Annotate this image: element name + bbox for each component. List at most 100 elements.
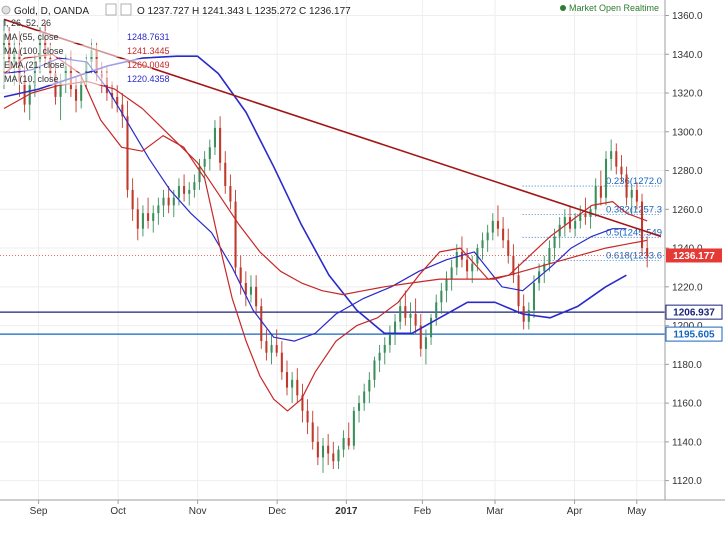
market-status-dot bbox=[560, 5, 566, 11]
candle-body bbox=[363, 391, 366, 404]
x-tick-label: Oct bbox=[110, 506, 126, 517]
candle-body bbox=[466, 259, 469, 272]
x-tick-label: Apr bbox=[567, 506, 583, 517]
candle-body bbox=[563, 217, 566, 225]
y-tick-label: 1360.0 bbox=[672, 11, 703, 22]
series-line bbox=[3, 53, 648, 412]
candle-body bbox=[558, 224, 561, 237]
candle-body bbox=[599, 186, 602, 198]
candle-body bbox=[152, 213, 155, 221]
symbol-settings-button[interactable] bbox=[120, 3, 132, 16]
candle-body bbox=[584, 213, 587, 218]
candle-body bbox=[404, 306, 407, 318]
candle-body bbox=[105, 77, 108, 94]
candle-body bbox=[342, 437, 345, 450]
legend-value: 1248.7631 bbox=[127, 32, 170, 42]
candle-body bbox=[357, 403, 361, 411]
market-status: Market Open Realtime bbox=[560, 3, 659, 13]
candle-body bbox=[640, 201, 644, 249]
candle-body bbox=[301, 395, 304, 411]
candle-body bbox=[394, 321, 397, 334]
price-axis-panel bbox=[665, 0, 725, 543]
candle-body bbox=[177, 186, 180, 198]
candle-body bbox=[440, 290, 443, 303]
candle-body bbox=[291, 379, 294, 388]
candle-body bbox=[285, 372, 289, 388]
candle-body bbox=[378, 352, 381, 361]
candle-body bbox=[594, 186, 597, 210]
candle-body bbox=[193, 182, 196, 190]
y-tick-label: 1280.0 bbox=[672, 166, 703, 177]
candle-body bbox=[311, 422, 314, 442]
candle-body bbox=[455, 251, 458, 268]
candle-body bbox=[54, 73, 57, 97]
x-tick-label: 2017 bbox=[335, 506, 358, 517]
symbol-menu-button[interactable] bbox=[105, 3, 117, 16]
candle-body bbox=[198, 166, 201, 183]
support-price-tag bbox=[665, 304, 723, 320]
series-line bbox=[3, 57, 627, 342]
candle-body bbox=[74, 89, 78, 101]
candle-body bbox=[568, 217, 572, 229]
legend-label: MA (100, close bbox=[4, 46, 64, 56]
partial-study-label: l, 26, 52, 26 bbox=[4, 18, 51, 28]
candle-body bbox=[512, 255, 515, 276]
candle-body bbox=[646, 248, 649, 256]
candle-body bbox=[172, 197, 175, 206]
x-tick-label: Dec bbox=[268, 506, 286, 517]
current-price-tag bbox=[666, 248, 722, 263]
candle-body bbox=[615, 151, 618, 167]
candle-body bbox=[502, 228, 505, 241]
candle-body bbox=[604, 158, 608, 198]
candle-body bbox=[126, 116, 129, 190]
candle-body bbox=[249, 286, 253, 295]
fib-level-label: 0.382(1257.3 bbox=[606, 205, 662, 216]
y-tick-label: 1180.0 bbox=[672, 360, 702, 371]
candle-body bbox=[28, 85, 31, 105]
indicator-legend: MA (55, close 1248.7631 MA (100, close 1241… bbox=[2, 31, 170, 85]
candle-body bbox=[553, 236, 556, 249]
candle-body bbox=[255, 286, 258, 307]
candle-body bbox=[224, 162, 227, 187]
legend-value: 1260.0049 bbox=[127, 60, 170, 70]
candle-body bbox=[435, 302, 438, 318]
candle-body bbox=[419, 325, 422, 349]
candle-body bbox=[337, 449, 340, 462]
candle-body bbox=[630, 189, 633, 198]
candle-body bbox=[486, 232, 489, 241]
candle-body bbox=[234, 201, 237, 268]
candle-body bbox=[280, 352, 283, 373]
x-tick-label: Nov bbox=[189, 506, 207, 517]
candle-body bbox=[373, 360, 376, 380]
candle-body bbox=[157, 205, 160, 214]
candle-body bbox=[496, 220, 499, 229]
y-tick-label: 1200.0 bbox=[672, 321, 703, 332]
candle-body bbox=[111, 93, 114, 97]
candle-body bbox=[620, 166, 623, 175]
candle-body bbox=[296, 379, 299, 396]
candle-body bbox=[136, 209, 139, 229]
symbol-header: Gold, D, OANDA O 1237.727 H 1241.343 L 1… bbox=[1, 3, 351, 28]
candle-body bbox=[368, 379, 371, 392]
support-price-label: 1206.937 bbox=[673, 308, 715, 319]
y-tick-label: 1300.0 bbox=[672, 127, 703, 138]
candle-body bbox=[219, 127, 222, 163]
candle-body bbox=[121, 104, 124, 117]
candle-body bbox=[59, 81, 62, 97]
y-tick-label: 1120.0 bbox=[672, 476, 702, 487]
current-price-label: 1236.177 bbox=[673, 251, 715, 262]
candle-body bbox=[481, 240, 484, 249]
x-tick-label: Feb bbox=[414, 506, 432, 517]
candle-body bbox=[424, 337, 427, 349]
legend-value: 1220.4358 bbox=[127, 74, 170, 84]
candle-body bbox=[265, 341, 268, 353]
candle-body bbox=[260, 306, 263, 342]
y-tick-label: 1320.0 bbox=[672, 89, 703, 100]
candle-body bbox=[399, 306, 402, 322]
candle-body bbox=[162, 197, 165, 206]
legend-value: 1241.3445 bbox=[127, 46, 170, 56]
candle-body bbox=[167, 197, 170, 206]
